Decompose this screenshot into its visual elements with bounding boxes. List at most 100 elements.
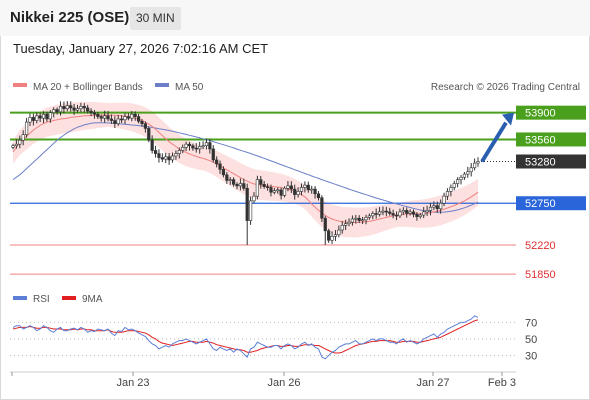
candle-body [333, 234, 338, 237]
candle-body [228, 179, 232, 181]
candle-body [106, 115, 110, 120]
candle-body [330, 236, 334, 241]
candle-body [462, 173, 467, 178]
price-level-label-53560: 53560 [525, 134, 556, 146]
candle-body [310, 188, 314, 191]
candle-body [89, 110, 93, 113]
candle-body [235, 184, 239, 187]
price-level-tag-53900 [516, 105, 586, 120]
candle-body [82, 106, 86, 109]
candle-body [130, 113, 134, 119]
candle-body [320, 197, 324, 219]
candle-body [276, 189, 280, 192]
candle-body [62, 106, 66, 110]
candle-body [442, 195, 446, 204]
candle-body [282, 187, 287, 196]
candle-body [92, 112, 97, 115]
projection-arrow [480, 121, 508, 163]
price-level-label-52220: 52220 [525, 240, 556, 252]
candle-body [252, 195, 256, 202]
rsi-line [12, 315, 479, 360]
candle-body [445, 191, 450, 197]
candle-body [452, 183, 456, 188]
price-level-label-53900: 53900 [525, 108, 556, 120]
candle-body [432, 205, 436, 208]
rsi-legend-swatch [13, 296, 27, 300]
candle-body [428, 206, 433, 211]
candle-body [126, 116, 131, 119]
candle-body [384, 210, 388, 213]
candle-body [296, 191, 300, 195]
candle-body [289, 185, 293, 190]
x-tick-label: Jan 26 [267, 377, 300, 389]
timestamp-label: Tuesday, January 27, 2026 7:02:16 AM CET [13, 41, 269, 56]
candle-body [72, 107, 76, 111]
candle-body [459, 176, 463, 180]
candle-body [391, 213, 395, 216]
candle-body [337, 229, 341, 236]
candle-body [35, 115, 39, 121]
candle-body [316, 193, 321, 199]
candle-body [55, 109, 59, 113]
timeframe-badge[interactable]: 30 MIN [130, 7, 181, 30]
price-level-label-52750: 52750 [525, 198, 556, 210]
candle-body [411, 211, 416, 215]
candle-body [449, 187, 453, 192]
candle-body [184, 143, 188, 148]
candle-body [245, 187, 249, 221]
candle-body [265, 186, 270, 188]
candle-body [344, 223, 348, 226]
candle-body [242, 183, 246, 189]
candle-body [473, 162, 477, 169]
candle-body [45, 113, 49, 120]
candle-body [120, 118, 124, 121]
candle-body [48, 112, 52, 120]
candle-body [150, 139, 154, 151]
price-level-label-53280: 53280 [525, 156, 556, 168]
candle-body [272, 190, 276, 193]
chart-header: Nikkei 225 (OSE) 30 MIN [0, 0, 590, 36]
candle-body [28, 117, 32, 123]
candle-body [177, 150, 181, 154]
price-level-label-51850: 51850 [525, 269, 556, 281]
candle-body [170, 155, 175, 161]
candle-body [350, 218, 355, 223]
candle-body [340, 224, 344, 231]
candle-body [398, 211, 402, 217]
candle-body [259, 179, 263, 185]
candle-body [269, 187, 273, 193]
candle-body [69, 105, 73, 109]
candle-body [153, 150, 158, 154]
ma50-legend-swatch [155, 83, 169, 87]
candle-body [218, 163, 222, 170]
x-tick-label: Jan 23 [116, 377, 149, 389]
rsi-tick-70: 70 [525, 317, 537, 329]
candle-body [262, 184, 266, 187]
candle-body [388, 211, 392, 214]
candle-body [41, 113, 46, 119]
rsi-ma-legend-swatch [62, 296, 76, 300]
candle-body [164, 156, 168, 160]
candle-body [394, 214, 399, 217]
candle-body [279, 189, 283, 196]
candle-body [116, 118, 120, 124]
candle-body [198, 146, 202, 150]
candle-body [286, 185, 290, 189]
candle-body [303, 184, 307, 188]
candle-body [201, 145, 205, 148]
candle-body [377, 211, 382, 215]
candle-body [11, 145, 15, 148]
price-level-tag-52750 [516, 196, 586, 211]
candle-body [476, 161, 480, 164]
candle-body [31, 117, 35, 121]
candle-body [323, 217, 327, 232]
copyright-label: Research © 2026 Trading Central [431, 82, 580, 93]
candle-body [160, 157, 164, 160]
candle-body [133, 113, 137, 117]
candle-body [208, 142, 212, 150]
price-legend: MA 20 + Bollinger Bands MA 50 Research ©… [13, 82, 580, 305]
candle-body [418, 214, 422, 217]
candle-body [136, 116, 141, 122]
bollinger-bands [13, 101, 478, 238]
candle-body [75, 108, 80, 111]
